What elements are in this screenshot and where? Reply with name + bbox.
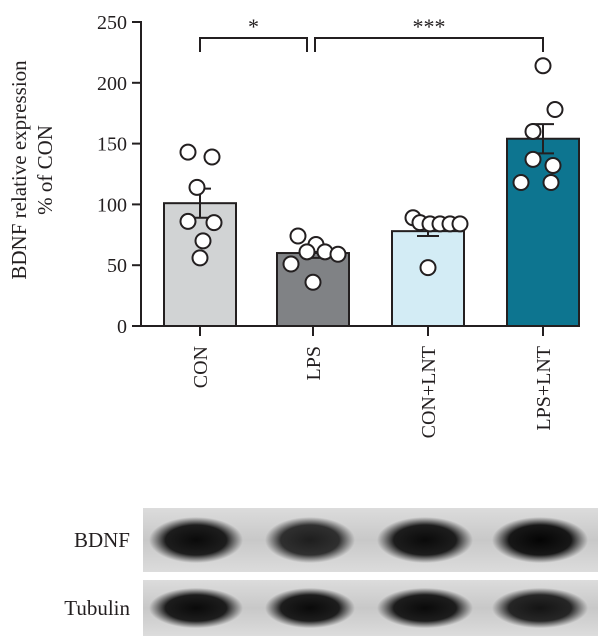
y-axis: 0 50 100 150 200 250: [97, 12, 142, 338]
data-points: [179, 57, 564, 291]
blot-band: [265, 516, 355, 564]
western-blot: BDNF Tubulin: [64, 508, 598, 636]
data-point: [289, 227, 307, 245]
data-point: [304, 273, 322, 291]
data-point: [512, 174, 530, 192]
y-tick-label: 250: [97, 12, 127, 34]
blot-band: [265, 587, 355, 629]
data-point: [179, 212, 197, 230]
blot-row-label: Tubulin: [64, 596, 130, 620]
y-tick-label: 0: [117, 316, 127, 338]
x-tick-label: CON: [190, 346, 212, 388]
blot-band: [492, 516, 588, 564]
data-point: [188, 178, 206, 196]
y-axis-title-line1: BDNF relative expression: [7, 60, 31, 280]
data-point: [205, 214, 223, 232]
data-point: [191, 249, 209, 267]
significance-label: ***: [413, 14, 446, 39]
data-point: [179, 143, 197, 161]
significance-bracket: [314, 37, 544, 52]
blot-band: [377, 587, 473, 629]
blot-band: [149, 587, 243, 629]
error-bars: [189, 123, 554, 259]
data-point: [546, 101, 564, 119]
x-tick-label: LPS: [303, 346, 325, 380]
y-tick-label: 100: [97, 194, 127, 216]
y-axis-title-line2: % of CON: [33, 125, 57, 215]
bar-lps-lnt: [506, 137, 580, 327]
data-point: [419, 259, 437, 277]
data-point: [542, 174, 560, 192]
data-point: [524, 150, 542, 168]
y-tick-label: 50: [107, 255, 127, 277]
x-axis: CON LPS CON+LNT LPS+LNT: [141, 325, 580, 438]
data-point: [451, 215, 469, 233]
x-tick-label: LPS+LNT: [533, 346, 555, 431]
bars: [163, 137, 580, 328]
blot-band: [377, 516, 473, 564]
x-tick-label: CON+LNT: [418, 346, 440, 438]
blot-band: [492, 587, 588, 629]
y-tick-label: 150: [97, 134, 127, 156]
data-point: [329, 245, 347, 263]
blot-band: [149, 516, 243, 564]
bar-con-lnt: [391, 230, 465, 327]
significance-bracket: [199, 37, 308, 52]
blot-row-label: BDNF: [74, 528, 130, 552]
data-point: [194, 232, 212, 250]
significance-brackets: * ***: [199, 14, 544, 52]
data-point: [544, 156, 562, 174]
data-point: [298, 243, 316, 261]
data-point: [524, 122, 542, 140]
y-tick-label: 200: [97, 73, 127, 95]
data-point: [282, 255, 300, 273]
data-point: [203, 148, 221, 166]
significance-label: *: [248, 14, 259, 39]
data-point: [534, 57, 552, 75]
